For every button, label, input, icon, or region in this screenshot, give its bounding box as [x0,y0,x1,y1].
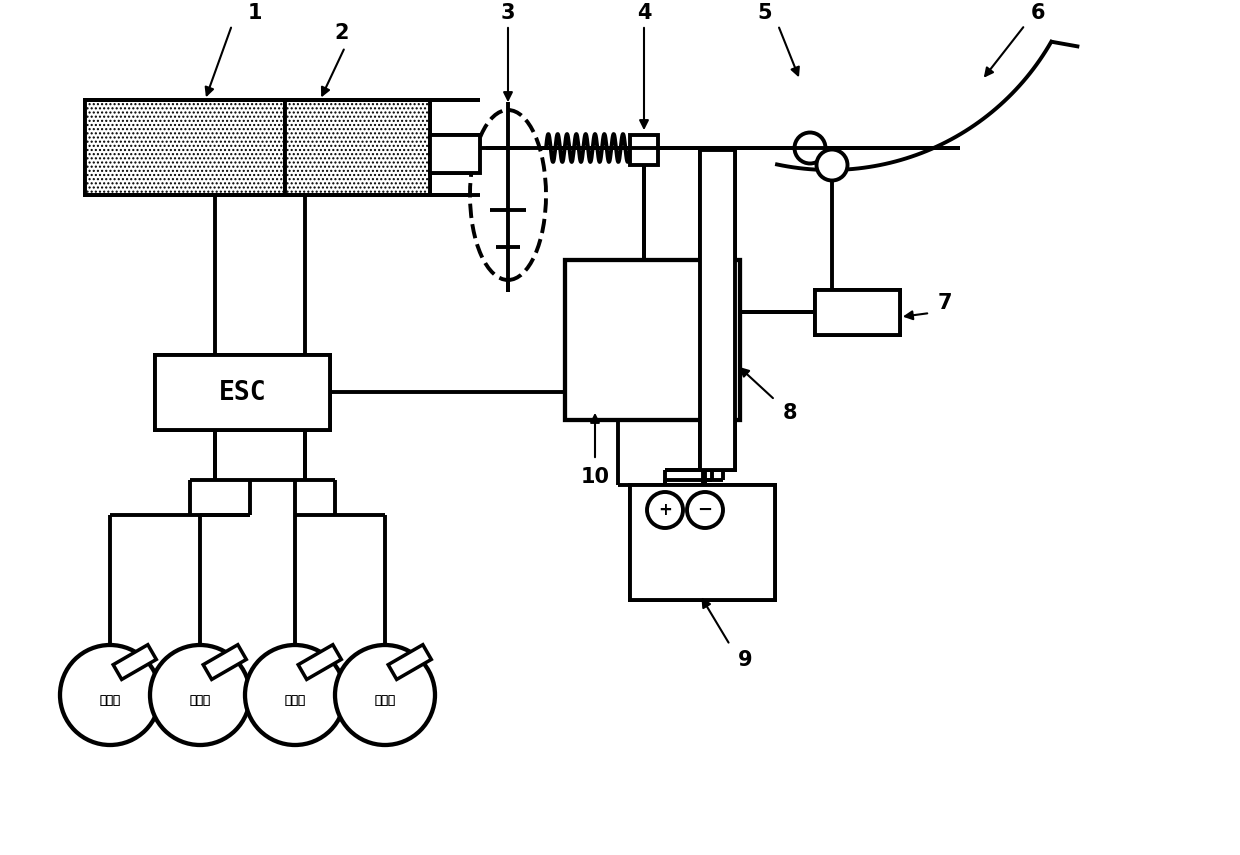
Text: 制动器: 制动器 [284,693,305,706]
Text: 7: 7 [937,293,952,313]
Ellipse shape [470,110,546,280]
Bar [630,485,775,600]
Bar [298,645,341,680]
Circle shape [150,645,250,745]
Text: 6: 6 [1030,3,1045,23]
Text: 制动器: 制动器 [374,693,396,706]
Bar [203,645,247,680]
Bar [285,100,430,195]
Text: 制动器: 制动器 [99,693,120,706]
Bar [630,485,775,600]
Bar [565,260,740,420]
Circle shape [647,492,683,528]
Text: 4: 4 [637,3,651,23]
Bar [430,135,480,173]
Bar [630,135,658,165]
Text: −: − [697,501,713,519]
Circle shape [246,645,345,745]
Text: 5: 5 [758,3,773,23]
Text: 制动器: 制动器 [190,693,211,706]
Bar [815,290,900,335]
Text: +: + [658,501,672,519]
Circle shape [816,150,847,180]
Text: 10: 10 [580,467,610,487]
Circle shape [335,645,435,745]
Bar [701,150,735,470]
Text: 1: 1 [248,3,262,23]
Text: 3: 3 [501,3,516,23]
Text: 制动器: 制动器 [284,693,305,706]
Bar [155,355,330,430]
Circle shape [687,492,723,528]
Text: ESC: ESC [218,380,267,405]
Text: 2: 2 [335,23,350,43]
Text: ESC: ESC [218,380,267,405]
Circle shape [60,645,160,745]
Circle shape [647,492,683,528]
Bar [565,260,740,420]
Text: 制动器: 制动器 [374,693,396,706]
Text: 制动器: 制动器 [99,693,120,706]
Text: 9: 9 [738,650,753,670]
Bar [113,645,156,680]
Text: 制动器: 制动器 [190,693,211,706]
Bar [815,290,900,335]
Bar [430,135,480,173]
Bar [388,645,432,680]
Text: −: − [697,501,713,519]
Bar [86,100,285,195]
Text: 8: 8 [782,403,797,423]
Bar [155,355,330,430]
Bar [285,100,430,195]
Circle shape [687,492,723,528]
Bar [701,150,735,470]
Text: +: + [658,501,672,519]
Circle shape [795,133,826,163]
Bar [86,100,285,195]
